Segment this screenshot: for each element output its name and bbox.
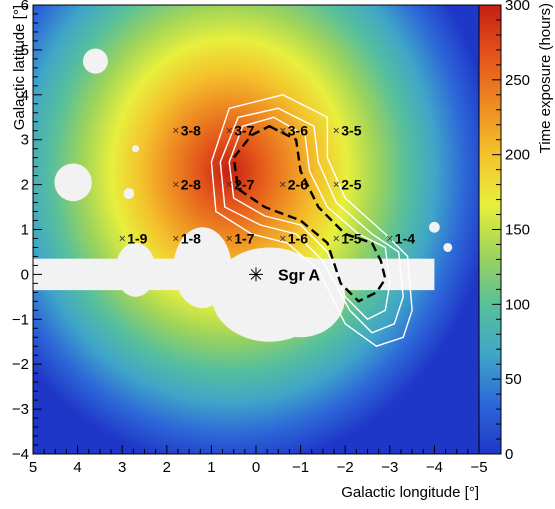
pointing-label: 3-8: [181, 123, 201, 139]
pointing-label: 3-6: [288, 123, 308, 139]
colorbar-tick-label: 50: [505, 371, 522, 388]
colorbar-tick-label: 300: [505, 0, 530, 14]
x-tick-label: 0: [252, 459, 260, 476]
x-tick-label: 3: [118, 459, 126, 476]
pointing-label: 1-4: [395, 230, 415, 246]
pointing-marker: ×: [279, 231, 286, 245]
pointing-marker: ×: [172, 124, 179, 138]
x-tick-label: −5: [470, 459, 487, 476]
masked-region: [115, 242, 156, 297]
x-tick-label: 5: [29, 459, 37, 476]
pointing-marker: ×: [333, 231, 340, 245]
colorbar-tick-label: 150: [505, 222, 530, 239]
source-layer: Sgr A: [249, 267, 321, 284]
pointing-marker: ×: [386, 231, 393, 245]
y-axis-title: Galactic latitude [°]: [11, 5, 28, 130]
masked-region: [54, 163, 92, 202]
pointing-label: 1-6: [288, 230, 308, 246]
x-tick-label: 2: [163, 459, 171, 476]
y-tick-label: −4: [12, 446, 29, 463]
colorbar-tick-label: 100: [505, 296, 530, 313]
pointing-marker: ×: [333, 178, 340, 192]
y-tick-label: 6: [21, 0, 29, 14]
masked-region: [123, 188, 135, 199]
pointing-label: 2-8: [181, 177, 201, 193]
x-tick-label: 1: [207, 459, 215, 476]
white-contour: [228, 116, 391, 321]
pointing-label: 2-7: [234, 177, 254, 193]
heatmap-layer: × 3-8 × 3-7 × 3-6 × 3-5× 2-8 × 2-7 × 2-6 × 2-5× 1-9 × 1-8…: [33, 5, 479, 454]
colorbar-tick-label: 0: [505, 446, 513, 463]
source-label: Sgr A: [278, 267, 321, 284]
pointing-label: 3-5: [341, 123, 361, 139]
masked-region: [82, 48, 108, 74]
x-axis: 5 4 3 2 1 0 −1 −2 −3 −4 −5: [29, 445, 488, 476]
masked-region: [443, 242, 453, 252]
colorbar-tick-label: 250: [505, 72, 530, 89]
pointing-marker: ×: [226, 178, 233, 192]
x-tick-label: −1: [292, 459, 309, 476]
y-tick-label: −1: [12, 311, 29, 328]
colorbar-axis: 0 50 100 150 200 250 300: [492, 0, 530, 463]
white-contour: [210, 94, 413, 347]
pointing-label: 3-7: [234, 123, 254, 139]
pointing-marker: ×: [172, 231, 179, 245]
pointing-marker: ×: [119, 231, 126, 245]
x-tick-label: −4: [426, 459, 443, 476]
contour-layer: [210, 94, 413, 347]
masked-region: [429, 221, 440, 233]
pointing-marker: ×: [279, 124, 286, 138]
dashed-contour: [232, 124, 387, 303]
pointing-label: 1-8: [181, 230, 201, 246]
source-marker: [249, 267, 263, 282]
colorbar-title: Time exposure (hours): [537, 3, 554, 153]
x-axis-title: Galactic longitude [°]: [341, 484, 479, 501]
y-tick-label: 2: [21, 177, 29, 194]
y-tick-label: 5: [21, 42, 29, 59]
pointing-marker: ×: [279, 178, 286, 192]
pointing-layer: × 3-8 × 3-7 × 3-6 × 3-5× 2-8 × 2-7 × 2-6 × 2-5× 1-9 × 1-8…: [119, 123, 416, 247]
pointing-label: 1-5: [341, 230, 361, 246]
masked-regions: [33, 48, 453, 342]
y-axis: −4 −3 −2 −1 0 1 2 3 4 5 6: [12, 0, 42, 463]
y-tick-label: −2: [12, 356, 29, 373]
y-tick-label: 0: [21, 266, 29, 283]
pointing-marker: ×: [172, 178, 179, 192]
y-tick-label: −3: [12, 401, 29, 418]
pointing-label: 1-9: [127, 230, 147, 246]
y-tick-label: 3: [21, 132, 29, 149]
y-tick-label: 1: [21, 222, 29, 239]
pointing-marker: ×: [226, 231, 233, 245]
x-tick-label: 4: [73, 459, 81, 476]
y-tick-label: 4: [21, 87, 29, 104]
masked-region: [132, 145, 140, 153]
pointing-label: 2-5: [341, 177, 361, 193]
x-tick-label: −3: [381, 459, 398, 476]
pointing-marker: ×: [226, 124, 233, 138]
exposure-heatmap: [33, 5, 479, 454]
pointing-label: 1-7: [234, 230, 254, 246]
x-tick-label: −2: [337, 459, 354, 476]
pointing-label: 2-6: [288, 177, 308, 193]
white-contour: [219, 107, 404, 334]
colorbar-tick-label: 200: [505, 147, 530, 164]
pointing-marker: ×: [333, 124, 340, 138]
masked-region: [256, 256, 346, 338]
